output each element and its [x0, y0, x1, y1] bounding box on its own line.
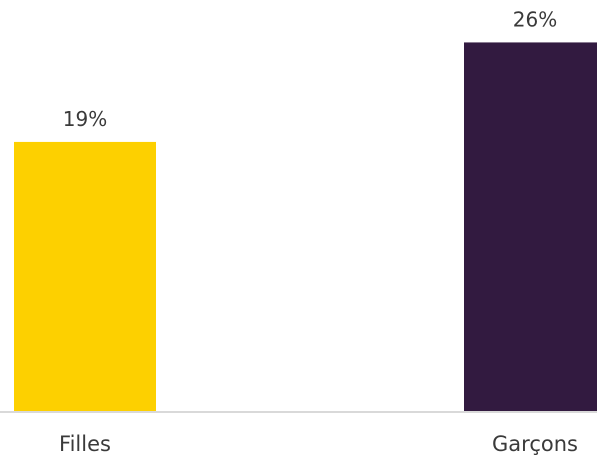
- category-label-garcons: Garçons: [492, 432, 578, 456]
- bar-garcons: [464, 42, 597, 413]
- category-labels-group: Filles Garçons: [59, 432, 578, 456]
- value-label-filles: 19%: [63, 107, 107, 131]
- value-labels-group: 19% 26%: [63, 7, 557, 131]
- value-label-garcons: 26%: [513, 7, 557, 31]
- bar-filles: [14, 141, 156, 412]
- bars-group: [14, 42, 597, 413]
- category-label-filles: Filles: [59, 432, 111, 456]
